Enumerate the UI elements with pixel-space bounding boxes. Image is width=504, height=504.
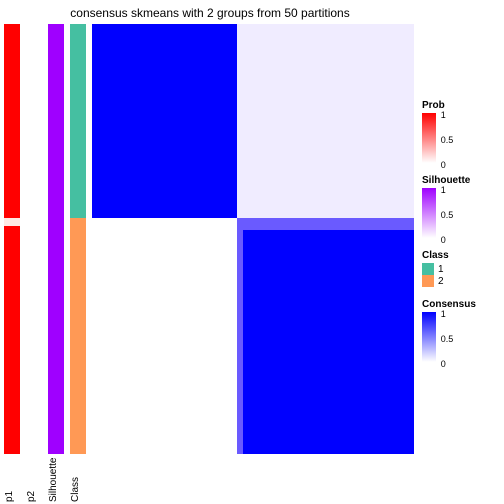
plot-area [4, 24, 414, 454]
anno-segment [70, 218, 86, 455]
legend-tick: 0 [441, 160, 446, 170]
anno-segment [4, 226, 20, 454]
anno-col-silhouette [48, 24, 64, 454]
legend-swatch [422, 263, 434, 275]
anno-col-p2 [26, 24, 42, 454]
legend-swatch-label: 1 [438, 264, 444, 275]
legend-class-item: 1 [422, 263, 500, 275]
legend-tick: 1 [441, 110, 446, 120]
legend-swatch-label: 2 [438, 276, 444, 287]
legends: Prob 10.50 Silhouette 10.50 Class 12 Con… [422, 100, 500, 374]
anno-segment [4, 24, 20, 218]
heatmap-block [237, 24, 414, 218]
anno-segment [26, 218, 42, 455]
legend-tick: 0.5 [441, 135, 454, 145]
anno-segment [26, 24, 42, 218]
heatmap-block [237, 218, 243, 455]
legend-class-title: Class [422, 250, 500, 261]
row-annotation-labels: p1 p2 Silhouette Class [4, 456, 92, 502]
legend-tick: 0 [441, 235, 446, 245]
legend-silhouette-title: Silhouette [422, 175, 500, 186]
legend-tick: 0.5 [441, 334, 454, 344]
legend-tick: 0 [441, 359, 446, 369]
legend-silhouette: Silhouette 10.50 [422, 175, 500, 238]
legend-consensus-title: Consensus [422, 299, 500, 310]
legend-silhouette-gradient [422, 188, 436, 238]
legend-prob-gradient [422, 113, 436, 163]
page-title: consensus skmeans with 2 groups from 50 … [0, 6, 420, 20]
legend-consensus: Consensus 10.50 [422, 299, 500, 362]
legend-swatch [422, 275, 434, 287]
legend-tick: 0.5 [441, 210, 454, 220]
legend-class: Class 12 [422, 250, 500, 287]
anno-col-class [70, 24, 86, 454]
label-p1: p1 [4, 456, 20, 502]
consensus-heatmap [92, 24, 414, 454]
anno-col-p1 [4, 24, 20, 454]
heatmap-block [237, 218, 414, 231]
legend-tick: 1 [441, 309, 446, 319]
label-class: Class [70, 456, 86, 502]
legend-prob: Prob 10.50 [422, 100, 500, 163]
anno-segment [48, 24, 64, 454]
heatmap-block [92, 218, 237, 455]
label-silhouette: Silhouette [48, 456, 64, 502]
legend-prob-title: Prob [422, 100, 500, 111]
anno-segment [70, 24, 86, 218]
legend-class-item: 2 [422, 275, 500, 287]
heatmap-block [92, 24, 237, 218]
legend-consensus-gradient [422, 312, 436, 362]
heatmap-block [237, 218, 414, 455]
label-p2: p2 [26, 456, 42, 502]
anno-segment [4, 218, 20, 227]
legend-tick: 1 [441, 185, 446, 195]
